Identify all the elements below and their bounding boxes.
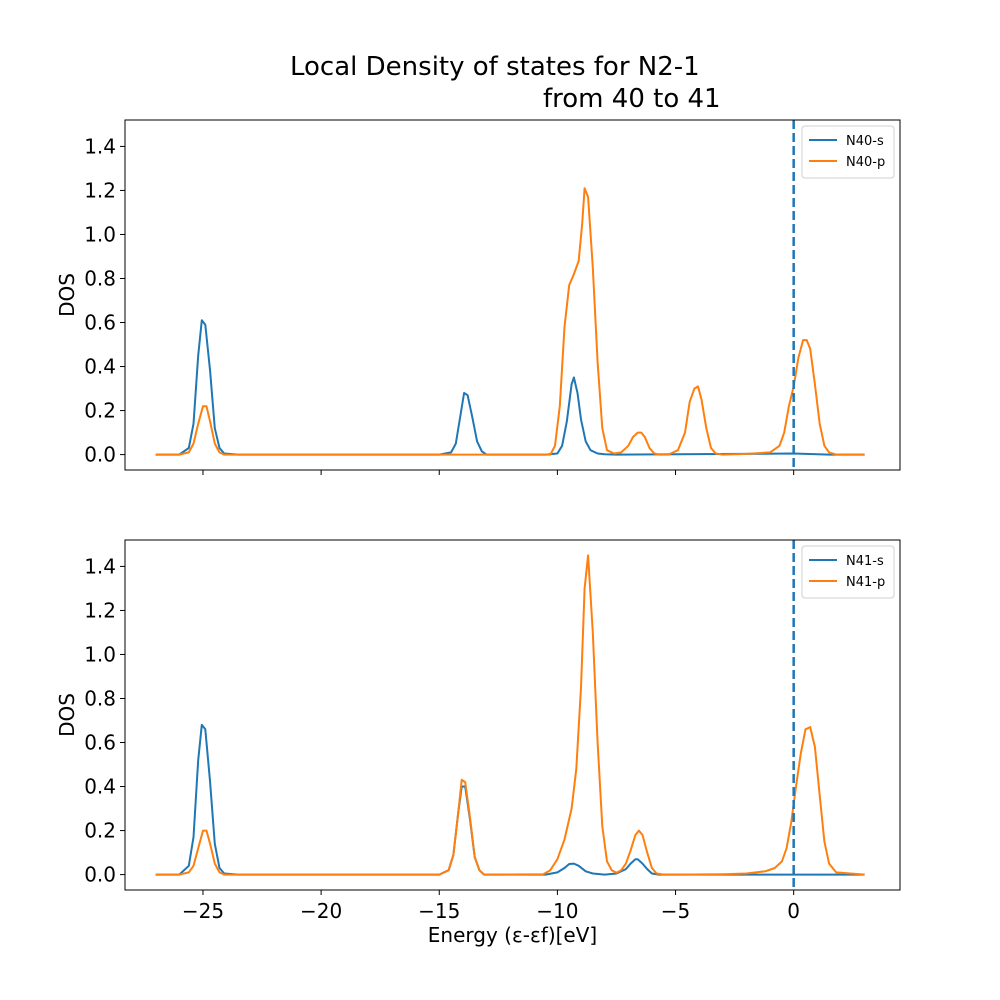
bottom-x-tick-label: −20 (300, 899, 342, 923)
bottom-series-line-N41-p (155, 554, 865, 876)
top-y-tick-label: 0.2 (84, 399, 116, 423)
bottom-legend-label: N41-s (846, 554, 884, 569)
bottom-y-tick-label: 0.6 (84, 731, 116, 755)
top-y-tick-label: 0.8 (84, 266, 116, 290)
top-series-line-N40-s (155, 319, 865, 456)
bottom-x-tick-label: −15 (418, 899, 460, 923)
bottom-series-line-N41-s (155, 723, 865, 876)
bottom-y-axis-label: DOS (55, 693, 79, 737)
figure-title-line-1: Local Density of states for N2-1 (290, 52, 700, 82)
top-legend-label: N40-p (846, 155, 885, 170)
top-legend-label: N40-s (846, 134, 884, 149)
top-y-tick-label: 1.2 (84, 178, 116, 202)
top-y-axis-label: DOS (55, 273, 79, 317)
top-y-tick-label: 0.4 (84, 355, 116, 379)
bottom-y-tick-label: 0.4 (84, 775, 116, 799)
bottom-x-tick-label: −10 (536, 899, 578, 923)
top-axes-frame (124, 119, 901, 471)
bottom-legend: N41-s N41-p (801, 545, 895, 599)
top-series-line-N40-p (155, 187, 865, 456)
bottom-axes-frame (124, 539, 901, 891)
top-y-tick-label: 1.4 (84, 134, 116, 158)
bottom-x-axis-label: Energy (ε-εf)[eV] (428, 923, 597, 947)
bottom-x-tick-label: −25 (182, 899, 224, 923)
bottom-y-tick-label: 0.0 (84, 863, 116, 887)
bottom-y-tick-label: 0.2 (84, 819, 116, 843)
bottom-x-tick-label: 0 (787, 899, 800, 923)
top-y-tick-label: 0.6 (84, 311, 116, 335)
top-dos-chart: 0.0 0.2 0.4 0.6 0.8 1.0 1.2 1.4 DOS N40-s N40-p (55, 119, 901, 475)
top-legend: N40-s N40-p (801, 125, 895, 179)
figure-title-line-2: from 40 to 41 (543, 84, 721, 114)
bottom-x-tick-label: −5 (661, 899, 690, 923)
bottom-y-tick-label: 1.0 (84, 642, 116, 666)
bottom-y-tick-label: 1.2 (84, 598, 116, 622)
bottom-y-tick-label: 0.8 (84, 686, 116, 710)
top-y-tick-label: 1.0 (84, 222, 116, 246)
bottom-y-tick-label: 1.4 (84, 554, 116, 578)
top-y-tick-label: 0.0 (84, 443, 116, 467)
bottom-legend-label: N41-p (846, 575, 885, 590)
